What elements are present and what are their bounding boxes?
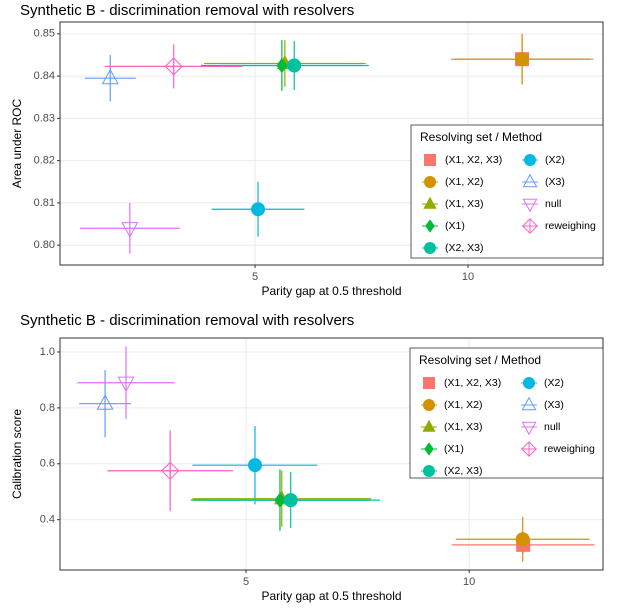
legend-label: (X3) [545,176,565,188]
legend-box [410,124,604,259]
chart-title: Synthetic B - discrimination removal wit… [20,2,354,19]
legend-title: Resolving set / Method [420,130,542,144]
marker [521,421,537,436]
x-axis-label: Parity gap at 0.5 threshold [261,589,401,603]
x-tick-label: 5 [252,271,258,283]
legend-label: (X2) [545,154,565,166]
x-tick-label: 10 [462,271,474,283]
marker [423,377,435,389]
y-tick-label: 0.8 [40,402,55,414]
marker [515,532,530,547]
legend-label: (X1, X3) [445,198,484,210]
y-tick-label: 1.0 [40,346,55,358]
y-tick-label: 0.6 [40,458,55,470]
legend-box [409,347,604,479]
marker [274,492,286,508]
marker [247,458,262,473]
marker [251,202,266,217]
marker [164,57,183,76]
marker [283,493,298,508]
marker [522,198,538,213]
y-tick-label: 0.84 [34,70,55,82]
legend-label: (X1) [445,220,465,232]
y-tick-label: 0.82 [34,155,55,167]
marker [521,396,537,411]
x-tick-label: 10 [463,576,475,588]
marker [161,461,180,480]
legend-label: (X2, X3) [444,465,483,477]
legend-label: (X2) [544,377,564,389]
marker [422,419,436,432]
legend-label: (X3) [544,399,564,411]
legend-label: null [545,198,561,210]
marker [117,376,135,393]
legend-label: (X1, X2, X3) [445,154,502,166]
legend-label: reweighing [545,220,596,232]
marker [287,58,302,73]
marker [522,173,538,188]
x-axis-label: Parity gap at 0.5 threshold [261,284,401,298]
y-axis-label: Area under ROC [10,98,24,188]
legend-label: (X1, X2) [444,399,483,411]
legend-label: reweighing [544,443,595,455]
marker [423,196,437,209]
marker [96,394,114,410]
legend-label: (X1, X2) [445,176,484,188]
legend-label: null [544,421,560,433]
x-tick-label: 5 [243,576,249,588]
legend-label: (X1, X3) [444,421,483,433]
chart-title: Synthetic B - discrimination removal wit… [20,312,354,329]
y-tick-label: 0.4 [40,514,55,526]
marker [121,222,139,238]
legend-label: (X2, X3) [445,242,484,254]
y-tick-label: 0.81 [34,197,55,209]
marker [424,154,436,166]
marker [515,52,530,67]
y-tick-label: 0.85 [34,28,55,40]
legend-label: (X1) [444,443,464,455]
y-tick-label: 0.80 [34,239,55,251]
legend-label: (X1, X2, X3) [444,377,501,389]
y-tick-label: 0.83 [34,112,55,124]
marker [101,68,119,85]
y-axis-label: Calibration score [10,409,24,499]
legend-title: Resolving set / Method [419,353,541,367]
marker [276,57,288,74]
